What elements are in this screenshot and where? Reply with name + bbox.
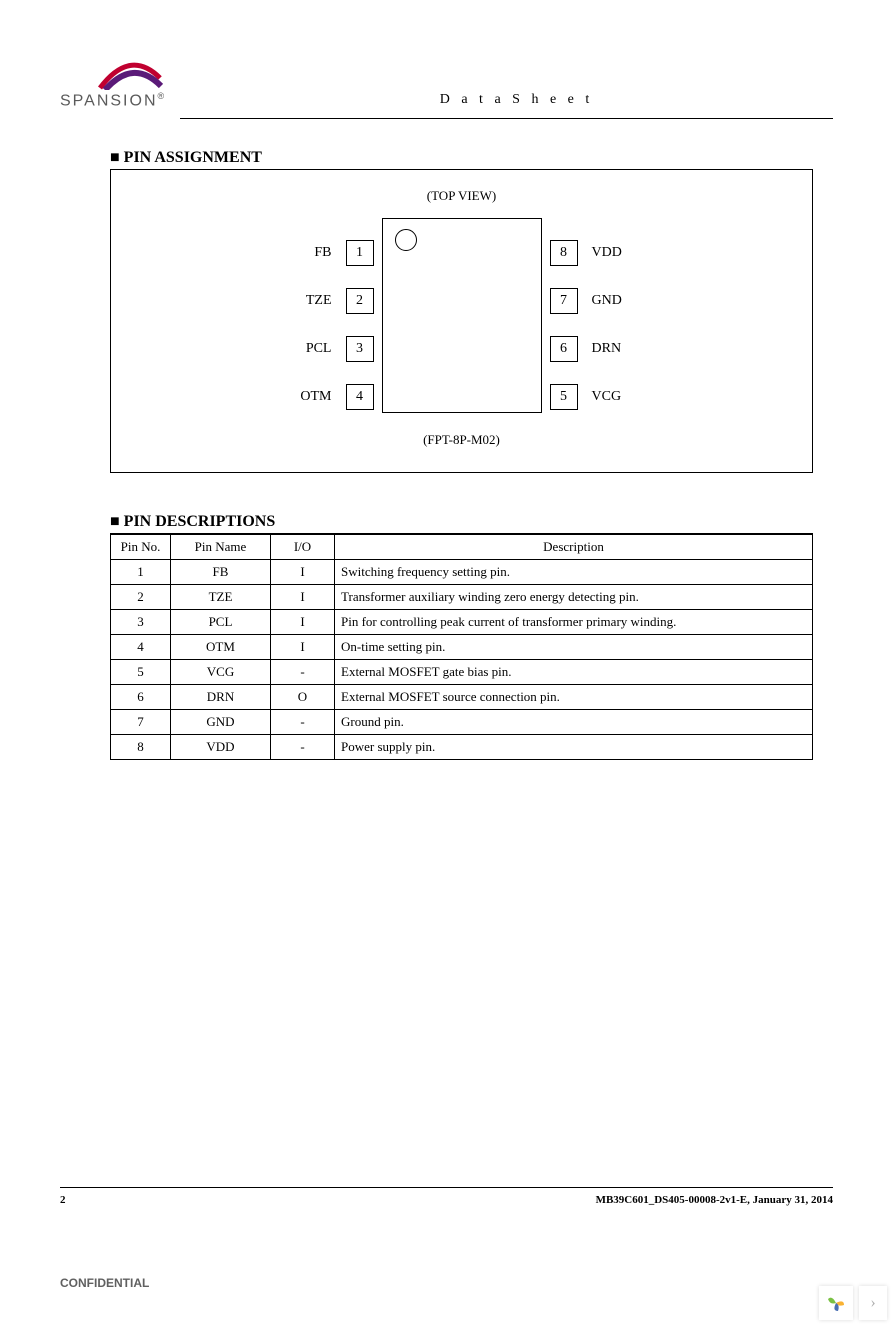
doc-id: MB39C601_DS405-00008-2v1-E, January 31, …: [596, 1194, 833, 1206]
cell-desc: External MOSFET source connection pin.: [335, 685, 813, 710]
cell-io: I: [271, 635, 335, 660]
pin-number-box: 7: [550, 288, 578, 314]
pin-right-5: 5 VCG: [550, 384, 638, 410]
package-label: (FPT-8P-M02): [111, 432, 812, 448]
pin-number-box: 3: [346, 336, 374, 362]
cell-desc: On-time setting pin.: [335, 635, 813, 660]
pin-left-2: TZE 2: [286, 288, 374, 314]
cell-io: -: [271, 660, 335, 685]
cell-io: I: [271, 560, 335, 585]
pin-descriptions-table: Pin No. Pin Name I/O Description 1FBISwi…: [110, 534, 813, 760]
logo-arc-icon: [95, 60, 165, 90]
doc-type-label: D a t a S h e e t: [200, 92, 833, 110]
cell-desc: Switching frequency setting pin.: [335, 560, 813, 585]
cell-desc: Power supply pin.: [335, 735, 813, 760]
viewer-logo-icon[interactable]: [819, 1286, 853, 1320]
cell-pinname: TZE: [171, 585, 271, 610]
pin-label: PCL: [286, 336, 332, 362]
cell-io: I: [271, 585, 335, 610]
table-row: 1FBISwitching frequency setting pin.: [111, 560, 813, 585]
brand-text: SPANSION: [60, 92, 158, 109]
chevron-right-icon: ›: [870, 1294, 875, 1312]
pin-left-3: PCL 3: [286, 336, 374, 362]
pin-right-6: 6 DRN: [550, 336, 638, 362]
pin-number-box: 1: [346, 240, 374, 266]
table-row: 2TZEITransformer auxiliary winding zero …: [111, 585, 813, 610]
pin-left-1: FB 1: [286, 240, 374, 266]
pin-label: FB: [286, 240, 332, 266]
cell-pinno: 2: [111, 585, 171, 610]
cell-pinno: 6: [111, 685, 171, 710]
cell-pinname: OTM: [171, 635, 271, 660]
pin-number-box: 5: [550, 384, 578, 410]
page-header: SPANSION® D a t a S h e e t: [60, 60, 833, 110]
pin-number-box: 4: [346, 384, 374, 410]
table-row: 3PCLIPin for controlling peak current of…: [111, 610, 813, 635]
table-row: 7GND-Ground pin.: [111, 710, 813, 735]
confidential-stamp: CONFIDENTIAL: [60, 1276, 149, 1290]
col-header-desc: Description: [335, 535, 813, 560]
footer-divider: [60, 1187, 833, 1188]
registered-mark: ®: [158, 91, 167, 101]
table-row: 4OTMIOn-time setting pin.: [111, 635, 813, 660]
cell-pinno: 3: [111, 610, 171, 635]
pin1-indicator-icon: [395, 229, 417, 251]
page-number: 2: [60, 1194, 66, 1206]
table-row: 5VCG-External MOSFET gate bias pin.: [111, 660, 813, 685]
cell-desc: External MOSFET gate bias pin.: [335, 660, 813, 685]
table-row: 6DRNOExternal MOSFET source connection p…: [111, 685, 813, 710]
brand-logo: SPANSION®: [60, 60, 200, 110]
page-footer: 2 MB39C601_DS405-00008-2v1-E, January 31…: [60, 1187, 833, 1206]
cell-pinno: 1: [111, 560, 171, 585]
viewer-nav: ›: [819, 1286, 887, 1320]
pin-label: DRN: [592, 336, 638, 362]
chip-body: [382, 218, 542, 413]
cell-pinname: VDD: [171, 735, 271, 760]
pin-label: VDD: [592, 240, 638, 266]
cell-pinname: PCL: [171, 610, 271, 635]
brand-name: SPANSION®: [60, 91, 200, 110]
pin-left-4: OTM 4: [286, 384, 374, 410]
cell-io: -: [271, 735, 335, 760]
cell-desc: Ground pin.: [335, 710, 813, 735]
cell-io: -: [271, 710, 335, 735]
pin-number-box: 8: [550, 240, 578, 266]
cell-io: I: [271, 610, 335, 635]
cell-pinname: VCG: [171, 660, 271, 685]
cell-pinname: DRN: [171, 685, 271, 710]
pin-label: VCG: [592, 384, 638, 410]
table-header-row: Pin No. Pin Name I/O Description: [111, 535, 813, 560]
pin-right-7: 7 GND: [550, 288, 638, 314]
pin-right-8: 8 VDD: [550, 240, 638, 266]
cell-desc: Transformer auxiliary winding zero energ…: [335, 585, 813, 610]
cell-pinno: 8: [111, 735, 171, 760]
pin-label: OTM: [286, 384, 332, 410]
col-header-io: I/O: [271, 535, 335, 560]
pin-number-box: 6: [550, 336, 578, 362]
chip-outline: FB 1 TZE 2 PCL 3 OTM 4 8 VDD: [382, 218, 542, 413]
pin-assignment-heading: ■ PIN ASSIGNMENT: [110, 149, 813, 170]
pin-assignment-diagram: (TOP VIEW) FB 1 TZE 2 PCL 3: [110, 170, 813, 473]
next-page-button[interactable]: ›: [859, 1286, 887, 1320]
pin-number-box: 2: [346, 288, 374, 314]
cell-pinname: GND: [171, 710, 271, 735]
col-header-pinname: Pin Name: [171, 535, 271, 560]
cell-pinno: 5: [111, 660, 171, 685]
pin-descriptions-heading: ■ PIN DESCRIPTIONS: [110, 513, 813, 534]
col-header-pinno: Pin No.: [111, 535, 171, 560]
cell-pinno: 4: [111, 635, 171, 660]
header-divider: [180, 118, 833, 119]
table-row: 8VDD-Power supply pin.: [111, 735, 813, 760]
pin-label: GND: [592, 288, 638, 314]
cell-pinno: 7: [111, 710, 171, 735]
top-view-label: (TOP VIEW): [111, 188, 812, 204]
pin-label: TZE: [286, 288, 332, 314]
cell-pinname: FB: [171, 560, 271, 585]
cell-io: O: [271, 685, 335, 710]
cell-desc: Pin for controlling peak current of tran…: [335, 610, 813, 635]
